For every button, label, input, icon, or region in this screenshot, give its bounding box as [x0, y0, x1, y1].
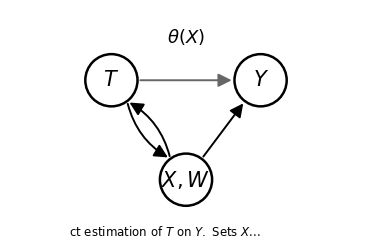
- Text: $\mathrm{ct\ estimation\ of\ }T\mathrm{\ on\ }Y\mathrm{.\ Sets\ }X$...: $\mathrm{ct\ estimation\ of\ }T\mathrm{\…: [69, 225, 261, 239]
- Circle shape: [234, 54, 287, 106]
- Text: $\theta(X)$: $\theta(X)$: [167, 27, 205, 47]
- Text: $T$: $T$: [103, 70, 119, 90]
- Text: $X,W$: $X,W$: [161, 169, 211, 191]
- Circle shape: [85, 54, 138, 106]
- Text: $Y$: $Y$: [253, 70, 269, 90]
- Circle shape: [160, 154, 212, 206]
